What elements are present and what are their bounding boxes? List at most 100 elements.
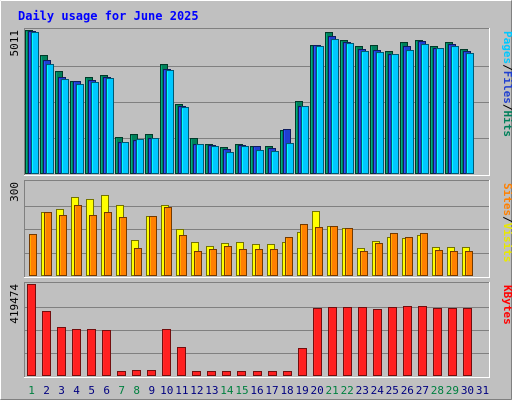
day-label-6: 6 — [103, 384, 110, 397]
bar-sites-day-7 — [119, 217, 127, 276]
bar-body — [328, 307, 337, 376]
bar-pages-day-26 — [406, 50, 414, 174]
bar-body — [147, 370, 156, 376]
bar-body — [313, 308, 322, 376]
bar-body — [253, 371, 262, 376]
bar-body — [181, 107, 189, 174]
bar-sites-day-15 — [239, 249, 247, 276]
bar-sites-day-24 — [375, 243, 383, 276]
bar-body — [192, 371, 201, 376]
bar-body — [57, 327, 66, 376]
bar-body — [361, 51, 369, 174]
bar-pages-day-9 — [151, 138, 159, 174]
bar-pages-day-17 — [271, 151, 279, 174]
bar-body — [346, 43, 354, 174]
bar-body — [207, 371, 216, 376]
bar-body — [166, 70, 174, 174]
bar-body — [358, 307, 367, 376]
bar-body — [164, 207, 172, 276]
bar-pages-day-22 — [346, 43, 354, 174]
bar-body — [151, 138, 159, 174]
bar-body — [286, 143, 294, 174]
bar-kbytes-day-29 — [448, 308, 457, 376]
day-label-8: 8 — [133, 384, 140, 397]
bar-sites-day-17 — [270, 249, 278, 276]
bar-sites-day-8 — [134, 248, 142, 276]
bar-body — [285, 237, 293, 276]
bar-kbytes-day-10 — [162, 329, 171, 376]
bar-sites-day-22 — [345, 228, 353, 276]
day-label-10: 10 — [160, 384, 173, 397]
bar-body — [271, 151, 279, 174]
day-label-19: 19 — [295, 384, 308, 397]
bar-sites-day-19 — [300, 224, 308, 276]
bar-body — [403, 306, 412, 376]
bar-pages-day-10 — [166, 70, 174, 174]
bar-kbytes-day-14 — [222, 371, 231, 376]
bar-body — [132, 370, 141, 376]
bar-pages-day-14 — [226, 152, 234, 174]
bar-kbytes-day-22 — [343, 307, 352, 376]
bar-pages-day-20 — [316, 46, 324, 174]
y-axis-max-label: 419474 — [8, 284, 21, 324]
bar-kbytes-day-24 — [373, 309, 382, 376]
bar-body — [119, 217, 127, 276]
bar-kbytes-day-17 — [268, 371, 277, 376]
bar-body — [239, 249, 247, 276]
day-label-16: 16 — [250, 384, 263, 397]
bar-body — [283, 371, 292, 376]
bar-pages-day-1 — [31, 32, 39, 174]
bar-kbytes-day-27 — [418, 306, 427, 376]
day-label-18: 18 — [280, 384, 293, 397]
legend-top: Pages/Files/Hits — [501, 31, 512, 137]
bar-pages-day-5 — [91, 82, 99, 174]
legend-entry-pages: Pages — [501, 31, 512, 64]
day-label-27: 27 — [416, 384, 429, 397]
legend-entry-files: Files — [501, 71, 512, 104]
day-label-17: 17 — [265, 384, 278, 397]
bar-body — [89, 215, 97, 276]
bar-body — [241, 146, 249, 174]
day-label-13: 13 — [205, 384, 218, 397]
bar-pages-day-16 — [256, 150, 264, 174]
bar-kbytes-day-8 — [132, 370, 141, 376]
bar-body — [360, 251, 368, 276]
bar-sites-day-6 — [104, 212, 112, 276]
day-label-28: 28 — [431, 384, 444, 397]
bar-body — [42, 311, 51, 376]
bar-kbytes-day-5 — [87, 329, 96, 376]
bar-sites-day-4 — [74, 205, 82, 276]
day-label-2: 2 — [43, 384, 50, 397]
legend-separator: / — [501, 64, 512, 71]
bar-body — [104, 212, 112, 276]
bar-sites-day-2 — [44, 212, 52, 276]
bar-pages-day-13 — [211, 146, 219, 174]
legend-separator: / — [501, 216, 512, 223]
bar-pages-day-3 — [61, 79, 69, 174]
bar-kbytes-day-12 — [192, 371, 201, 376]
bar-body — [268, 371, 277, 376]
bar-body — [270, 249, 278, 276]
bar-body — [162, 329, 171, 376]
bar-body — [390, 233, 398, 276]
bar-sites-day-12 — [194, 251, 202, 276]
bar-pages-day-29 — [451, 46, 459, 174]
bar-kbytes-day-16 — [253, 371, 262, 376]
bar-sites-day-27 — [420, 233, 428, 276]
bar-body — [59, 215, 67, 276]
bar-body — [224, 246, 232, 276]
bar-pages-day-27 — [421, 44, 429, 174]
bar-kbytes-day-6 — [102, 330, 111, 376]
bar-body — [27, 284, 36, 376]
bar-sites-day-28 — [435, 250, 443, 276]
bar-pages-day-25 — [391, 54, 399, 174]
bar-body — [465, 251, 473, 276]
bar-body — [256, 150, 264, 174]
legend-middle: Sites/Visits — [501, 183, 512, 263]
bar-pages-day-30 — [466, 53, 474, 174]
y-axis-max-label: 5011 — [8, 30, 21, 57]
bar-body — [179, 235, 187, 276]
bar-pages-day-24 — [376, 52, 384, 174]
bar-body — [237, 371, 246, 376]
